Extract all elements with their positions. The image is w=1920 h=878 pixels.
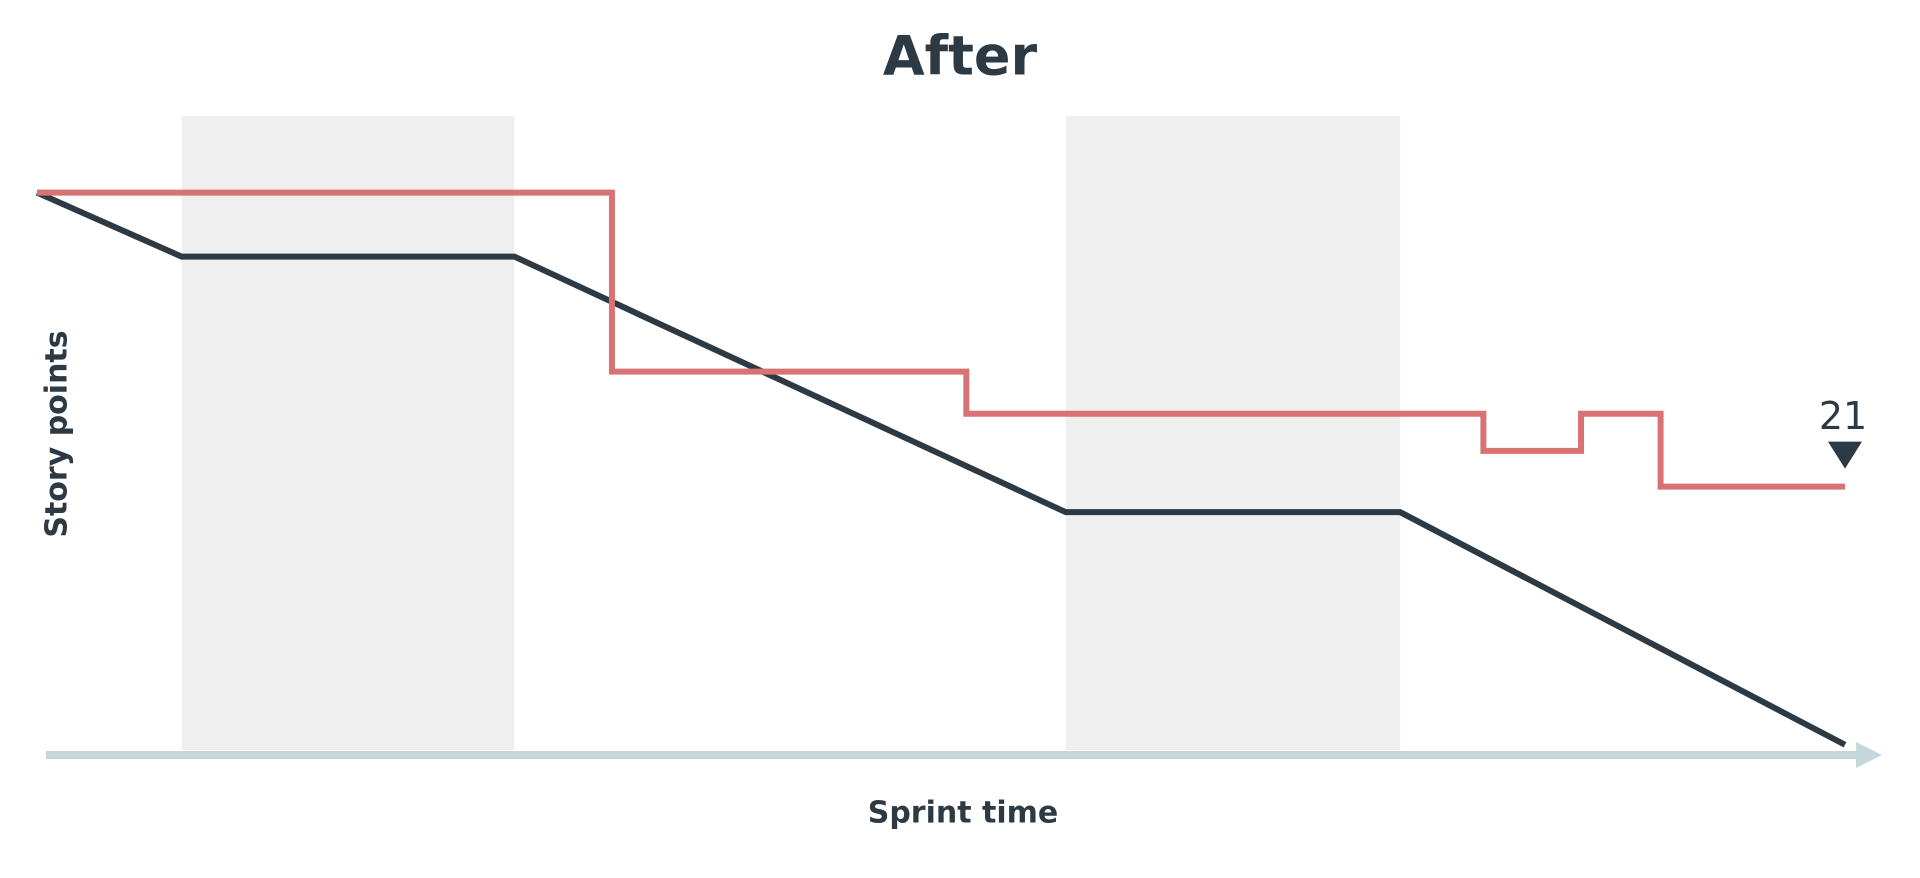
line-layer: 21 xyxy=(35,189,1867,748)
shade-layer xyxy=(181,116,1401,750)
x-axis-arrow xyxy=(1856,742,1882,768)
series-line xyxy=(35,189,1847,748)
y-axis-label: Story points xyxy=(40,330,75,537)
x-axis-label: Sprint time xyxy=(868,796,1059,831)
weekend-shade xyxy=(1065,116,1401,750)
axis-layer xyxy=(46,742,1882,768)
end-marker xyxy=(1828,441,1862,469)
end-value-label: 21 xyxy=(1819,394,1867,438)
chart-title: After xyxy=(883,25,1038,88)
series-line xyxy=(37,189,1845,490)
weekend-shade xyxy=(181,116,515,750)
